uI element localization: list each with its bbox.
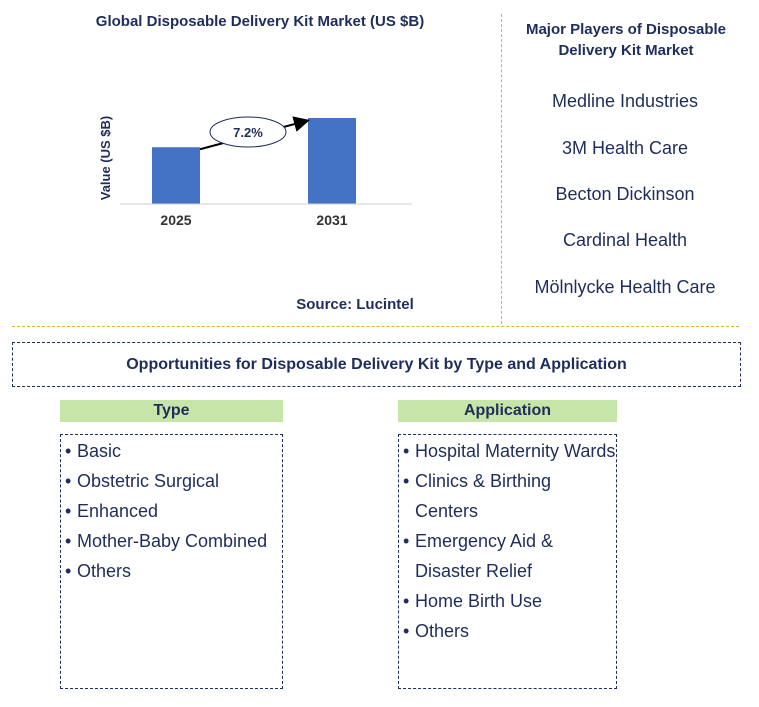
type-item: Basic <box>61 436 282 466</box>
source-label: Source: Lucintel <box>296 296 414 313</box>
player-item: Becton Dickinson <box>555 184 695 204</box>
type-header: Type <box>60 400 283 422</box>
opportunities-title: Opportunities for Disposable Delivery Ki… <box>126 355 627 373</box>
bar-2025 <box>152 147 200 204</box>
application-item: Others <box>399 616 616 646</box>
players-title-line2: Delivery Kit Market <box>558 42 694 59</box>
opportunities-title-box: Opportunities for Disposable Delivery Ki… <box>12 342 741 387</box>
y-axis-label: Value (US $B) <box>98 116 113 201</box>
player-item: Medline Industries <box>551 91 699 111</box>
player-item: 3M Health Care <box>561 138 689 158</box>
application-item: Hospital Maternity Wards <box>399 436 616 466</box>
type-item: Mother-Baby Combined <box>61 526 282 556</box>
vertical-divider <box>501 14 502 324</box>
player-item: Cardinal Health <box>562 230 688 250</box>
x-tick-label: 2031 <box>316 212 347 228</box>
type-item: Others <box>61 556 282 586</box>
bar-2031 <box>308 118 356 204</box>
type-list-box: Basic Obstetric Surgical Enhanced Mother… <box>60 434 283 689</box>
application-item: Emergency Aid & Disaster Relief <box>399 526 616 586</box>
type-item: Enhanced <box>61 496 282 526</box>
type-item: Obstetric Surgical <box>61 466 282 496</box>
bar-chart: 2025 2031 7.2% Value (US $B) <box>98 116 412 228</box>
players-title: Major Players of Disposable Delivery Kit… <box>508 19 744 61</box>
cagr-ellipse <box>209 116 287 148</box>
application-header: Application <box>398 400 617 422</box>
player-item: Mölnlycke Health Care <box>534 277 716 297</box>
horizontal-divider <box>12 326 739 327</box>
application-item: Home Birth Use <box>399 586 616 616</box>
x-tick-label: 2025 <box>160 212 191 228</box>
chart-title: Global Disposable Delivery Kit Market (U… <box>95 13 425 30</box>
application-item: Clinics & Birthing Centers <box>399 466 616 526</box>
application-list-box: Hospital Maternity Wards Clinics & Birth… <box>398 434 617 689</box>
cagr-label: 7.2% <box>233 125 263 140</box>
players-title-line1: Major Players of Disposable <box>525 21 727 38</box>
